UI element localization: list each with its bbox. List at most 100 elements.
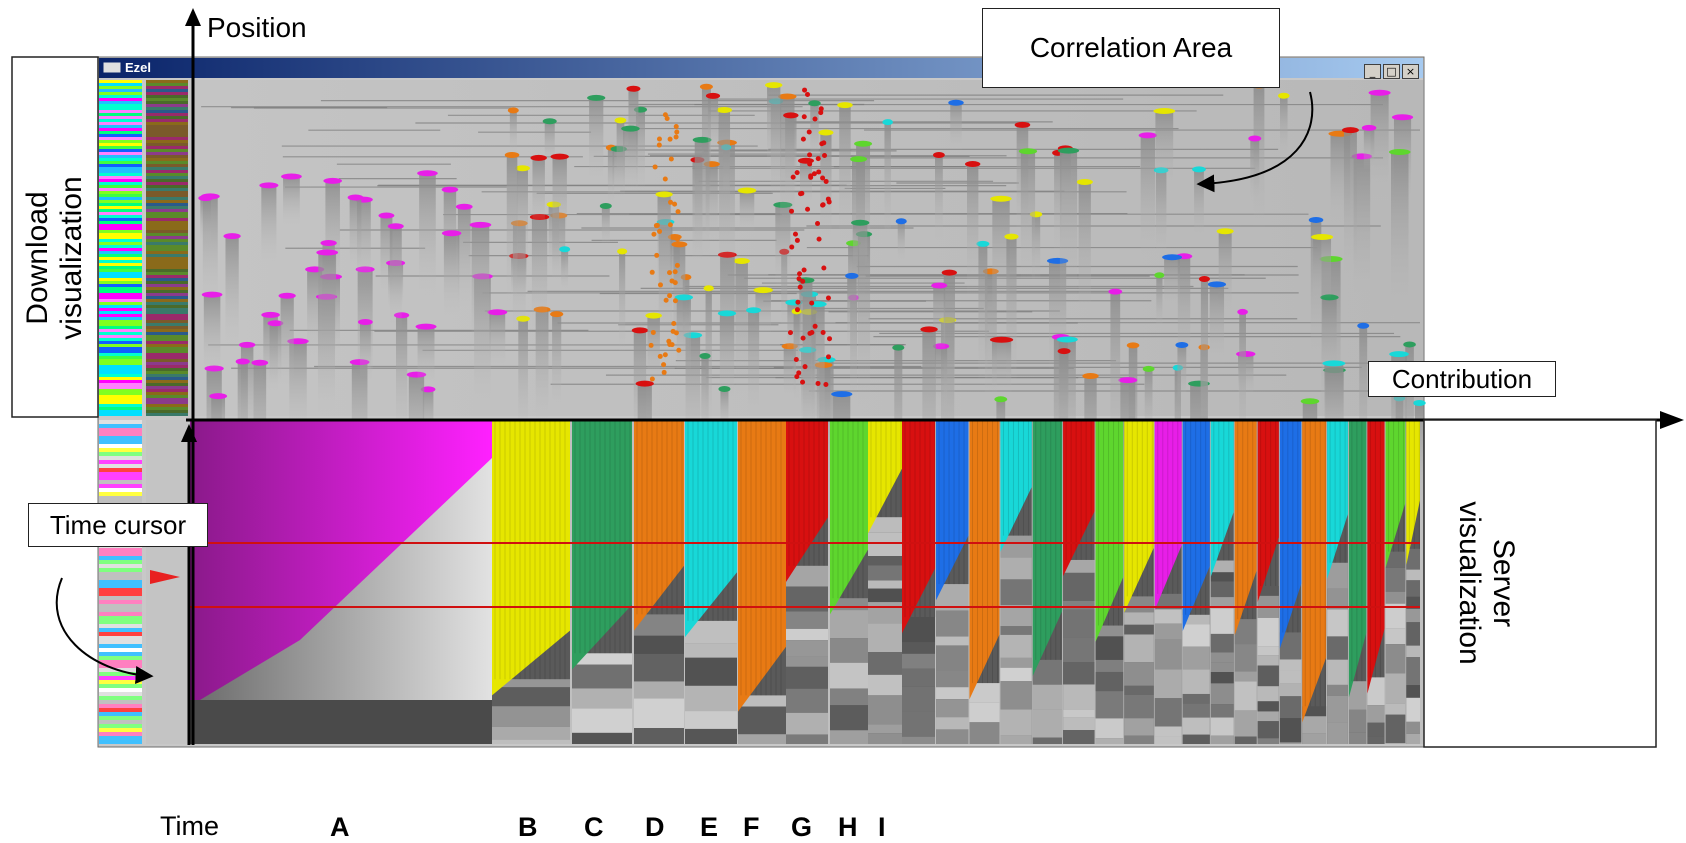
correlation-dot — [657, 282, 663, 288]
download-time-strip — [146, 164, 188, 167]
column-cap — [717, 310, 737, 317]
download-time-strip — [146, 254, 188, 257]
download-time-strip — [146, 296, 188, 299]
contribution-column — [552, 156, 567, 242]
download-time-strip — [146, 212, 188, 215]
server-position-strip — [99, 468, 142, 472]
download-position-strip — [99, 272, 142, 275]
download-time-strip — [146, 275, 188, 278]
column-cap — [514, 165, 530, 172]
time-cursor-marker[interactable] — [150, 570, 180, 584]
download-position-strip — [99, 173, 142, 176]
server-band — [868, 517, 902, 533]
download-position-strip — [99, 377, 142, 380]
group-label-d: D — [645, 812, 665, 842]
server-band — [1124, 685, 1154, 695]
download-position-strip — [99, 185, 142, 188]
close-button[interactable]: × — [1402, 64, 1419, 79]
correlation-dot — [795, 299, 801, 305]
server-band — [1063, 730, 1095, 744]
column-cap — [989, 336, 1014, 343]
server-band — [1000, 626, 1032, 635]
column-cap — [1057, 147, 1080, 154]
column-cap — [733, 258, 750, 265]
download-time-strip — [146, 278, 188, 281]
minimize-button[interactable]: _ — [1364, 64, 1381, 79]
maximize-button[interactable]: □ — [1383, 64, 1400, 79]
download-position-strip — [99, 218, 142, 221]
server-color-region — [1154, 420, 1182, 611]
column-cap — [1322, 360, 1346, 367]
download-position-strip — [99, 224, 142, 227]
group-label-i: I — [878, 812, 886, 842]
server-band — [1406, 657, 1420, 686]
column-cap — [469, 221, 492, 228]
download-position-strip — [99, 407, 142, 410]
contribution-column — [544, 121, 555, 167]
column-cap — [1300, 398, 1320, 405]
contribution-column — [1054, 152, 1062, 254]
correlation-dot — [798, 191, 804, 197]
server-color-region — [1385, 420, 1406, 568]
column-cap — [1004, 233, 1019, 240]
column-cap — [808, 100, 821, 107]
server-band — [1182, 734, 1210, 744]
download-time-strip — [146, 194, 188, 197]
download-time-strip — [146, 218, 188, 221]
download-position-strip — [99, 317, 142, 320]
server-band — [902, 736, 936, 744]
download-time-strip — [146, 152, 188, 155]
contribution-column — [1363, 127, 1375, 171]
download-label-line2: visualization — [55, 176, 88, 340]
server-position-strip — [99, 572, 142, 576]
download-time-strip — [146, 89, 188, 92]
server-color-region — [1367, 420, 1385, 694]
server-color-region — [1032, 420, 1063, 677]
contribution-column — [516, 168, 528, 268]
position-axis-arrowhead — [185, 8, 201, 26]
correlation-dot — [792, 231, 798, 237]
column-cap — [1126, 342, 1140, 349]
time-axis-arrowhead — [181, 424, 197, 442]
column-cap — [718, 385, 731, 392]
column-cap — [261, 311, 280, 318]
column-cap — [487, 309, 508, 316]
correlation-dot — [789, 208, 795, 214]
download-time-strip — [146, 260, 188, 263]
correlation-dot — [672, 201, 678, 207]
column-cap — [441, 230, 462, 237]
download-position-strip — [99, 167, 142, 170]
column-cap — [671, 241, 688, 248]
server-band — [936, 687, 969, 700]
column-cap — [854, 140, 873, 147]
server-band — [1063, 709, 1095, 718]
download-position-strip — [99, 140, 142, 143]
contribution-column — [884, 122, 891, 242]
server-band — [868, 724, 902, 734]
server-label-box — [1423, 419, 1657, 748]
download-time-strip — [146, 176, 188, 179]
contribution-column — [389, 226, 402, 331]
server-position-strip — [99, 472, 142, 476]
server-band — [572, 664, 632, 689]
server-band — [634, 728, 684, 744]
server-position-strip — [99, 708, 142, 712]
download-time-strip — [146, 320, 188, 323]
column-cap — [507, 107, 519, 114]
correlation-dot — [652, 164, 658, 170]
column-cap — [1388, 148, 1411, 155]
correlation-dot — [815, 220, 821, 226]
column-cap — [1162, 254, 1183, 261]
server-band — [1406, 721, 1420, 734]
server-band — [1406, 697, 1420, 722]
contribution-column — [417, 326, 435, 383]
server-position-strip — [99, 452, 142, 456]
server-band — [1095, 671, 1124, 692]
server-position-strip — [99, 680, 142, 684]
column-cap — [964, 161, 981, 168]
server-label-line1: Server — [1487, 538, 1520, 628]
download-position-strip — [99, 380, 142, 383]
download-time-strip — [146, 392, 188, 395]
column-cap — [387, 223, 404, 230]
contribution-column — [781, 251, 788, 330]
